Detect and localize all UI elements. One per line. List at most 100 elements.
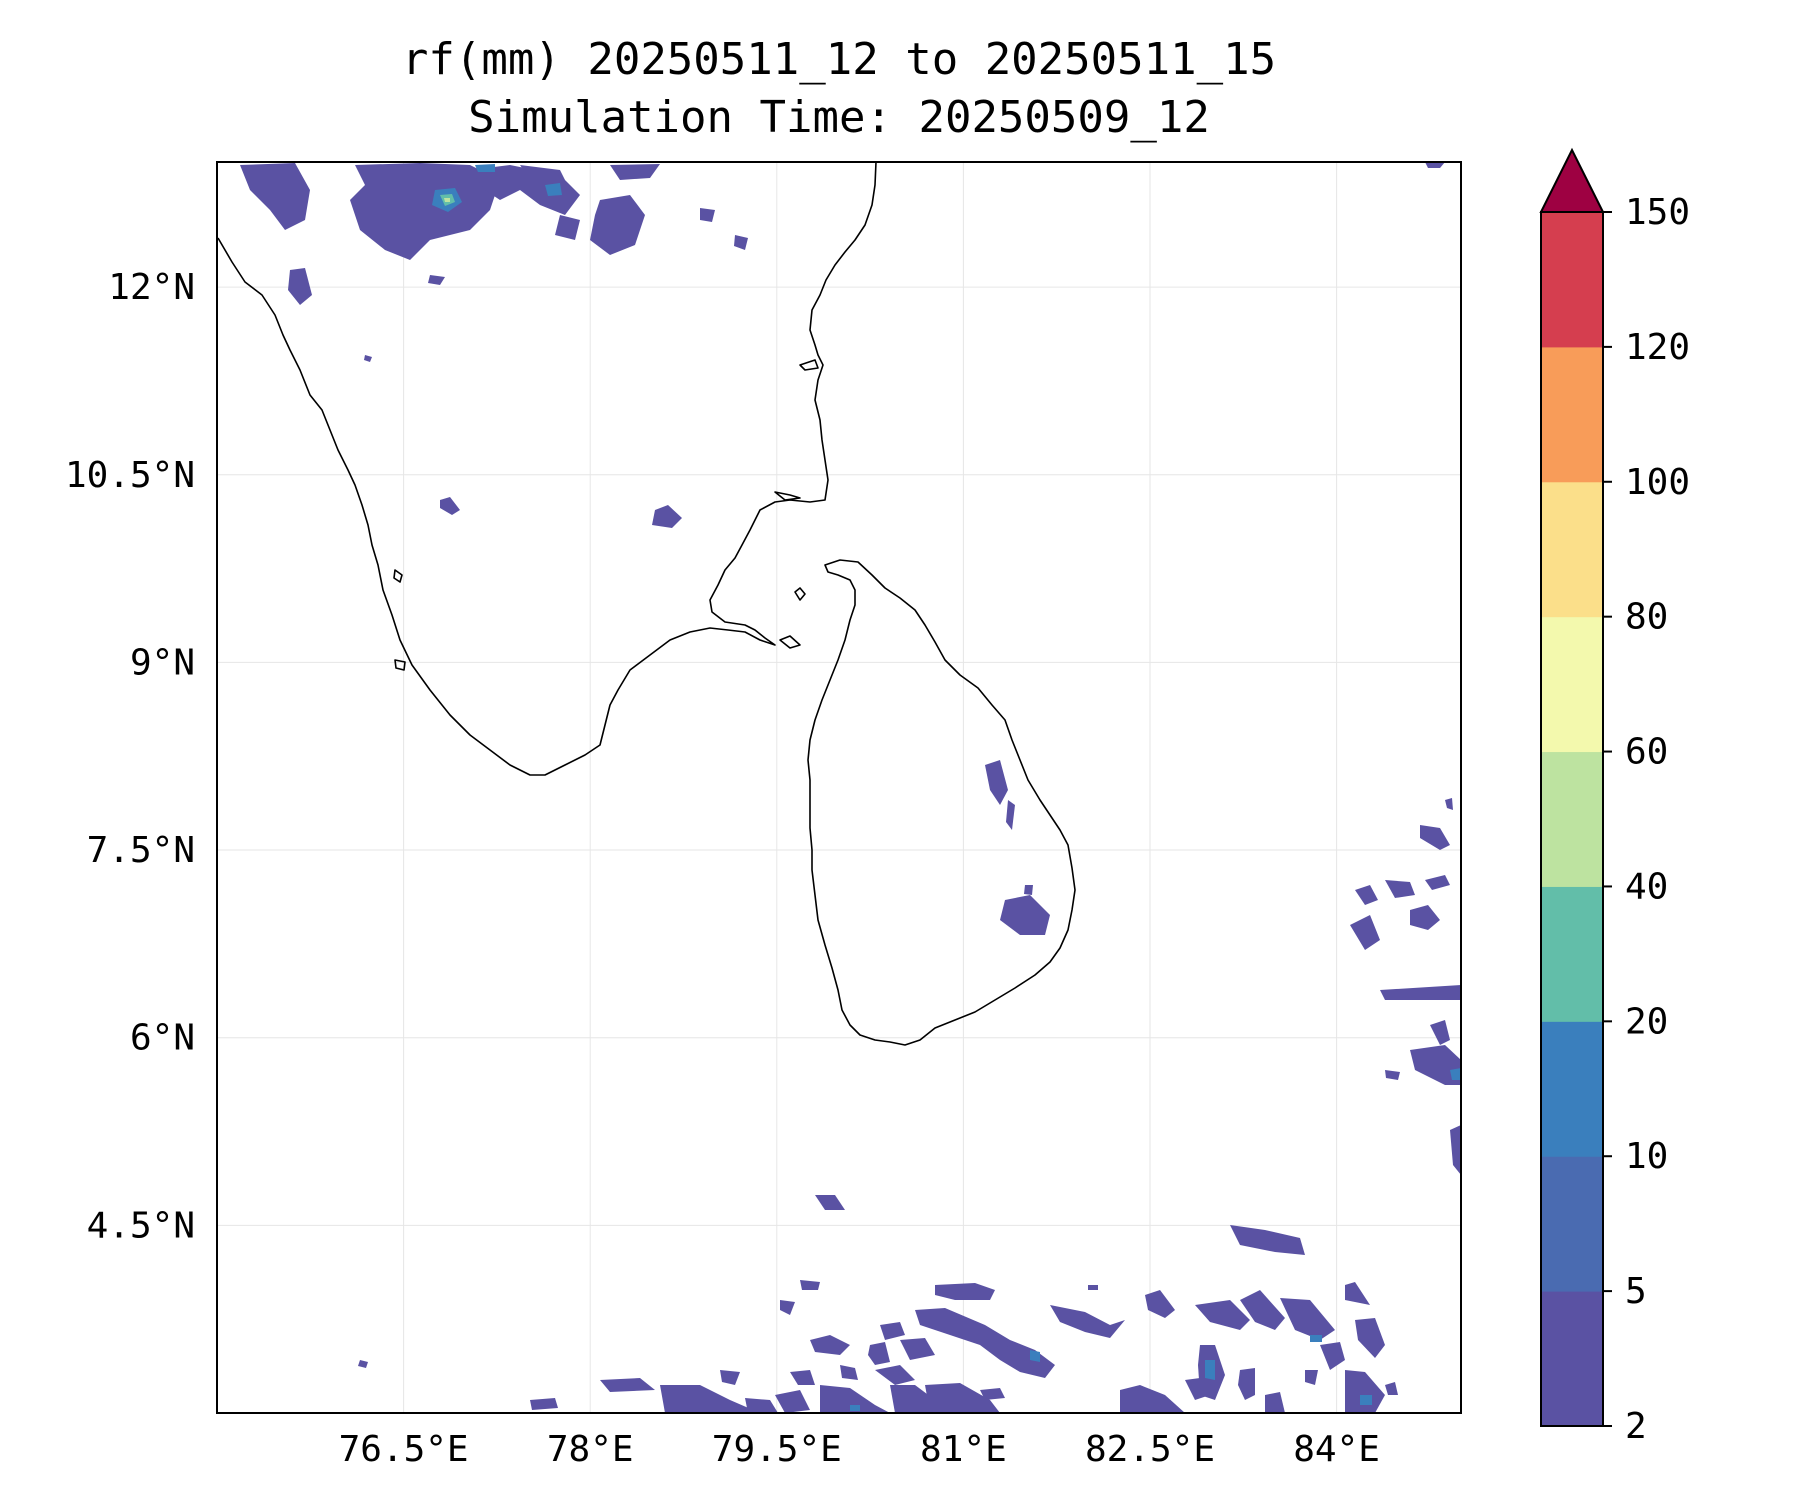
colorbar-frame bbox=[1540, 211, 1604, 1427]
colorbar: 2 5 10 20 40 60 80 100 120 150 bbox=[1539, 147, 1690, 1447]
lat-tick-label: 9°N bbox=[130, 642, 195, 683]
lon-tick-label: 79.5°E bbox=[712, 1429, 842, 1470]
rain-patch bbox=[1420, 825, 1450, 850]
rain-patch bbox=[1145, 1405, 1175, 1413]
colorbar-extend-arrow bbox=[1539, 147, 1605, 213]
colorbar-tick-label: 150 bbox=[1625, 192, 1690, 233]
rain-patch bbox=[800, 1280, 820, 1290]
rain-patch bbox=[1385, 880, 1415, 898]
rain-patch bbox=[925, 1383, 1000, 1413]
colorbar-segment bbox=[1541, 886, 1603, 1022]
rain-patch bbox=[1238, 1368, 1255, 1400]
colorbar-segment bbox=[1541, 616, 1603, 753]
lon-tick-label: 81°E bbox=[920, 1429, 1007, 1470]
lon-tick-label: 82.5°E bbox=[1085, 1429, 1215, 1470]
colorbar-segment bbox=[1541, 1291, 1603, 1427]
rain-patch bbox=[745, 1398, 778, 1413]
rain-patch bbox=[700, 208, 715, 222]
rain-core bbox=[850, 1405, 860, 1411]
india-coastline bbox=[217, 162, 877, 776]
colorbar-tick-label: 40 bbox=[1625, 866, 1668, 907]
colorbar-tick-label: 120 bbox=[1625, 327, 1690, 368]
rain-patch bbox=[1006, 800, 1015, 830]
colorbar-segment bbox=[1541, 1021, 1603, 1157]
colorbar-tick-label: 2 bbox=[1625, 1406, 1647, 1447]
rain-patch bbox=[1240, 1290, 1285, 1330]
lon-tick-label: 84°E bbox=[1293, 1429, 1380, 1470]
lon-tick-label: 78°E bbox=[547, 1429, 634, 1470]
rainfall-contours bbox=[240, 162, 1461, 1413]
colorbar-segment bbox=[1541, 481, 1603, 618]
lat-tick-label: 12°N bbox=[108, 267, 195, 308]
rain-patch bbox=[288, 268, 312, 305]
rain-patch bbox=[900, 1338, 935, 1360]
rain-patch bbox=[652, 505, 682, 528]
island-coastline bbox=[394, 659, 406, 671]
rain-patch bbox=[1445, 798, 1453, 810]
rain-patch bbox=[1450, 1125, 1461, 1175]
rain-patch bbox=[1088, 1285, 1098, 1290]
rain-patch bbox=[915, 1308, 1055, 1378]
island-coastline bbox=[774, 491, 801, 501]
rain-patch bbox=[820, 1385, 890, 1413]
rain-patch bbox=[520, 165, 565, 180]
rain-patch bbox=[1024, 885, 1033, 895]
rain-patch bbox=[1345, 1282, 1370, 1305]
plot-frame bbox=[216, 161, 1462, 1414]
rain-patch bbox=[240, 163, 310, 230]
rain-core bbox=[1360, 1395, 1372, 1405]
rain-patch bbox=[1305, 1370, 1318, 1385]
rain-core bbox=[1205, 1360, 1215, 1380]
rain-patch bbox=[1000, 895, 1050, 935]
rain-patch bbox=[1185, 1378, 1210, 1400]
colorbar-segment bbox=[1541, 751, 1603, 887]
map-title: rf(mm) 20250511_12 to 20250511_15 bbox=[401, 34, 1277, 85]
colorbar-segment bbox=[1541, 212, 1603, 348]
lat-tick-label: 6°N bbox=[130, 1018, 195, 1059]
rain-patch bbox=[810, 1335, 850, 1355]
srilanka-coastline bbox=[807, 559, 1076, 1046]
rain-patch bbox=[780, 1300, 795, 1315]
rain-patch bbox=[1230, 1225, 1305, 1255]
rain-patch bbox=[935, 1283, 995, 1300]
colorbar-tick-label: 20 bbox=[1625, 1001, 1668, 1042]
rain-patch bbox=[1425, 875, 1450, 890]
rain-patch bbox=[1345, 1370, 1385, 1413]
colorbar-tick-label: 10 bbox=[1625, 1136, 1668, 1177]
rain-patch bbox=[610, 164, 660, 180]
rain-patch bbox=[980, 1388, 1005, 1400]
rain-patch bbox=[985, 760, 1008, 805]
rain-patch bbox=[875, 1365, 915, 1385]
rain-patch bbox=[1280, 1298, 1335, 1340]
rain-patch bbox=[1410, 1045, 1461, 1085]
rain-patch bbox=[1350, 915, 1380, 950]
rain-patch bbox=[1006, 1345, 1015, 1352]
rain-patch bbox=[840, 1365, 858, 1380]
rain-patch bbox=[775, 1390, 810, 1413]
rain-patch bbox=[1355, 885, 1378, 905]
rain-patch bbox=[350, 163, 500, 260]
rain-core bbox=[444, 198, 450, 202]
map-subtitle: Simulation Time: 20250509_12 bbox=[468, 92, 1210, 143]
rain-patch bbox=[790, 1370, 815, 1385]
rain-patch bbox=[1145, 1290, 1175, 1318]
rain-patch bbox=[1050, 1305, 1125, 1338]
rain-patch bbox=[1120, 1385, 1185, 1413]
rain-patch bbox=[364, 355, 372, 362]
rain-core bbox=[1450, 1068, 1461, 1080]
rain-patch bbox=[590, 195, 645, 255]
rain-patch bbox=[600, 1378, 655, 1392]
lat-tick-label: 7.5°N bbox=[87, 830, 195, 871]
lon-tick-label: 76.5°E bbox=[339, 1429, 469, 1470]
rain-patch bbox=[358, 1360, 368, 1368]
rain-patch bbox=[1265, 1392, 1285, 1413]
rain-patch bbox=[1380, 985, 1461, 1000]
lat-tick-label: 10.5°N bbox=[65, 455, 195, 496]
rain-patch bbox=[1425, 162, 1445, 168]
rain-patch bbox=[1195, 1300, 1250, 1330]
rain-patch bbox=[440, 497, 460, 515]
rain-patch bbox=[1430, 1020, 1450, 1045]
island-coastline bbox=[799, 359, 819, 371]
island-coastline bbox=[779, 635, 801, 649]
colorbar-tick-label: 80 bbox=[1625, 597, 1668, 638]
